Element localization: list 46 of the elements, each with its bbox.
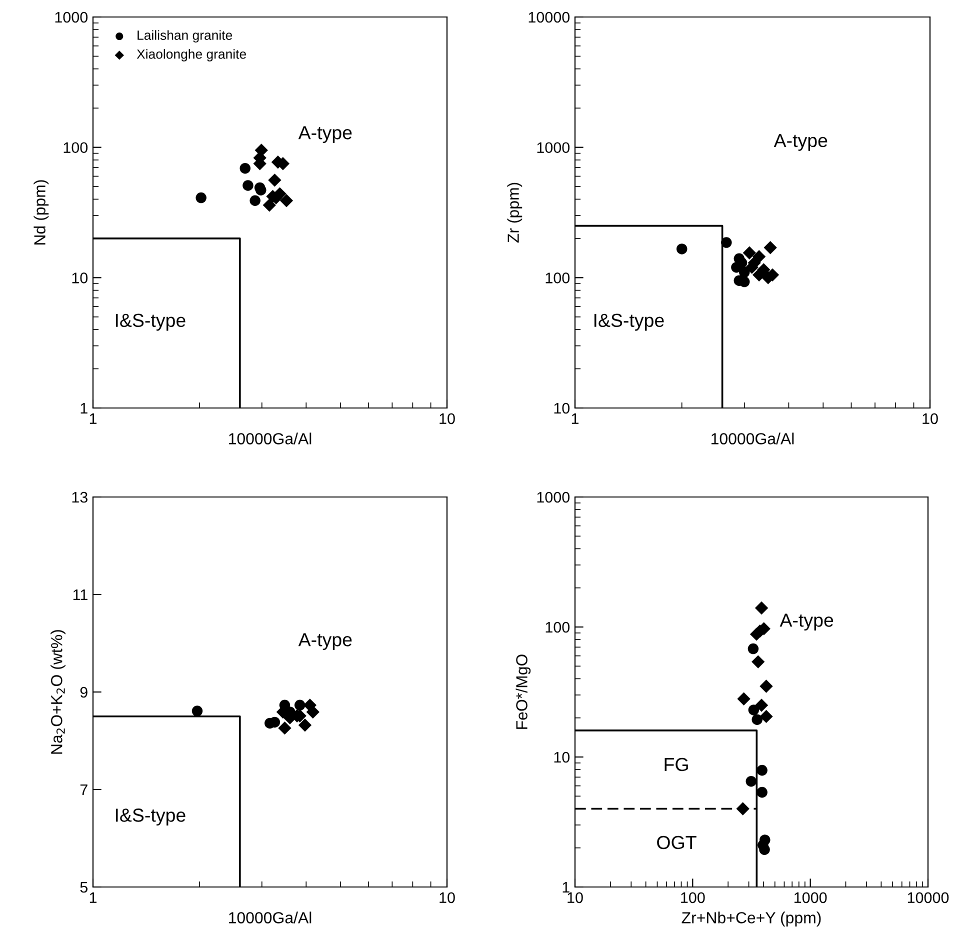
y-tick-label: 100 (546, 622, 570, 633)
annotation: A-type (774, 134, 828, 151)
y-tick-label: 100 (546, 272, 570, 284)
y-tick-label: 1000 (537, 492, 570, 503)
x-tick-label: 1 (90, 413, 97, 424)
x-tick-label: 10 (440, 413, 455, 424)
annotation: A-type (298, 633, 352, 650)
y-tick-label: 100 (64, 142, 88, 154)
annotation: I&S-type (116, 314, 186, 331)
x-axis-title: 10000Ga/Al (229, 432, 312, 444)
x-tick-label: 1000 (794, 892, 827, 904)
annotation: I&S-type (594, 314, 664, 331)
x-tick-label: 10 (922, 413, 938, 424)
x-tick-label: 1 (90, 892, 97, 903)
x-axis-title: 10000Ga/Al (712, 432, 794, 444)
legend-label: Lailishan granite (138, 30, 232, 42)
x-tick-label: 100 (681, 892, 705, 904)
annotation: A-type (298, 126, 352, 144)
annotation: FG (664, 758, 688, 772)
y-tick-label: 1000 (55, 12, 88, 23)
y-tick-label: 10 (554, 402, 570, 414)
y-axis-title: Zr (ppm) (507, 182, 522, 243)
y-tick-label: 1 (562, 882, 570, 893)
x-tick-label: 1 (572, 413, 579, 424)
y-axis-title: FeO*/MgO (516, 654, 531, 729)
y-axis-title: Na$_{2}$O+K$_{2}$O (wt%) (50, 630, 66, 754)
y-tick-label: 10 (554, 752, 570, 763)
y-tick-label: 5 (80, 882, 88, 893)
x-tick-label: 10 (568, 892, 583, 904)
x-axis-title: 10000Ga/Al (229, 912, 312, 924)
annotation: OGT (657, 836, 696, 850)
y-tick-label: 1000 (537, 142, 570, 154)
x-tick-label: 10 (440, 892, 455, 904)
y-tick-label: 13 (72, 492, 88, 503)
y-tick-label: 11 (73, 590, 88, 600)
y-tick-label: 10 (72, 272, 88, 284)
y-tick-label: 1 (80, 403, 88, 414)
x-axis-title: Zr+Nb+Ce+Y (ppm) (682, 912, 821, 927)
y-tick-label: 9 (80, 686, 88, 698)
annotation: I&S-type (116, 808, 186, 826)
y-axis-title: Nd (ppm) (34, 180, 49, 244)
annotation: A-type (780, 614, 834, 631)
y-tick-label: 10000 (528, 12, 570, 23)
y-tick-label: 7 (80, 784, 88, 796)
x-tick-label: 10000 (908, 892, 949, 904)
legend-label: Xiaolonghe granite (136, 49, 246, 62)
